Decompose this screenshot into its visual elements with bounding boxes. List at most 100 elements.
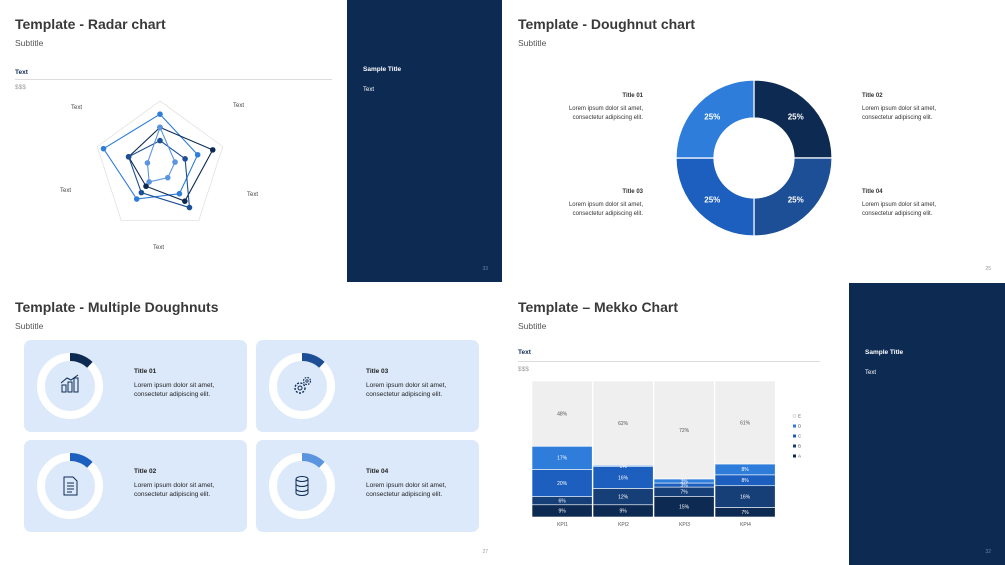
ring-center: [45, 361, 95, 411]
mekko-data-label: 9%: [619, 509, 627, 515]
doughnut-slice: [675, 79, 755, 159]
radar-point: [186, 204, 193, 211]
mini-doughnut: [269, 453, 335, 519]
radar-point: [138, 189, 145, 196]
legend-label: E: [798, 414, 801, 419]
database-icon: [295, 476, 309, 496]
chart-heading: Text: [518, 349, 531, 356]
ring-center: [277, 361, 327, 411]
doughnut-slice: [753, 79, 833, 159]
radar-point: [176, 190, 183, 197]
mekko-segment: [714, 380, 776, 465]
legend-label: B: [798, 444, 801, 449]
card-title: Title 04: [366, 468, 389, 475]
mekko-data-label: 3%: [680, 483, 688, 489]
doughnut-card: Title 02 Lorem ipsum dolor sit amet, con…: [24, 440, 247, 532]
doughnut-data-label: 25%: [788, 196, 804, 205]
ring-fill: [70, 353, 93, 368]
chart-heading: Text: [15, 69, 28, 76]
slide-subtitle: Subtitle: [518, 321, 547, 331]
mekko-data-label: 6%: [558, 498, 566, 504]
radar-point: [157, 137, 163, 144]
panel-title: Sample Title: [363, 66, 402, 73]
chart-unit: $$$: [15, 84, 26, 91]
mekko-data-label: 9%: [558, 509, 566, 515]
doughnut-data-label: 25%: [704, 112, 720, 121]
slide-subtitle: Subtitle: [518, 38, 547, 48]
panel-text: Text: [865, 370, 877, 376]
mekko-data-label: 7%: [741, 510, 749, 516]
doughnut-label-3: Title 03 Lorem ipsum dolor sit amet, con…: [568, 189, 643, 217]
slide-title: Template - Multiple Doughnuts: [15, 299, 219, 315]
doughnut-slice: [675, 157, 755, 237]
mekko-data-label: 48%: [557, 411, 568, 417]
page-number: 32: [985, 549, 991, 555]
slide-title: Template - Doughnut chart: [518, 16, 696, 32]
mekko-data-label: 17%: [557, 456, 568, 462]
mekko-segment: [531, 380, 593, 447]
card-body: Lorem ipsum dolor sit amet, consectetur …: [134, 382, 215, 399]
radar-point: [133, 196, 140, 202]
radar-point: [164, 174, 171, 181]
mekko-segment: [531, 469, 593, 497]
slide-subtitle: Subtitle: [15, 38, 44, 48]
legend-swatch: [793, 434, 796, 438]
mini-doughnut: [37, 453, 103, 519]
mekko-segment: [653, 380, 715, 480]
panel-text: Text: [363, 87, 375, 93]
doughnut-slice: [753, 157, 833, 237]
slide-title: Template – Mekko Chart: [518, 299, 679, 315]
bar-chart-icon: [60, 374, 79, 393]
page-number: 25: [985, 266, 991, 272]
radar-point: [209, 147, 216, 153]
radar-point: [172, 159, 178, 165]
doughnut-data-label: 25%: [788, 112, 804, 121]
radar-axis-label: Text: [153, 245, 164, 251]
card-title: Title 02: [134, 468, 157, 475]
doughnut-label-1: Title 01 Lorem ipsum dolor sit amet, con…: [568, 93, 643, 121]
mekko-category-label: KPI1: [557, 522, 568, 528]
radar-point: [143, 183, 149, 190]
radar-gridline: [96, 100, 224, 221]
radar-point: [157, 111, 163, 117]
doughnut-card: Title 03 Lorem ipsum dolor sit amet, con…: [256, 340, 479, 432]
mekko-segment: [592, 380, 654, 466]
radar-series-line: [127, 139, 191, 209]
sample-panel: Sample Title Text 32: [849, 283, 1005, 565]
chart-divider: [518, 361, 820, 362]
page-number: 33: [482, 266, 488, 272]
legend-swatch: [793, 454, 796, 458]
radar-point: [157, 124, 163, 131]
mekko-data-label: 72%: [679, 428, 690, 434]
mekko-category-label: KPI2: [618, 522, 629, 528]
doughnut-chart: 25% 25% 25% 25%: [675, 79, 833, 237]
card-body: Lorem ipsum dolor sit amet, consectetur …: [366, 482, 447, 499]
mekko-data-label: 12%: [618, 494, 629, 500]
mekko-data-label: 62%: [618, 421, 629, 427]
mekko-data-label: 8%: [741, 467, 749, 473]
ring-fill: [70, 453, 93, 468]
radar-point: [194, 151, 201, 158]
mekko-chart: 9%6%20%17%48%KPI19%12%16%1%62%KPI215%7%3…: [531, 380, 802, 528]
mekko-data-label: 61%: [740, 420, 751, 426]
page-number: 27: [482, 549, 488, 555]
slide-subtitle: Subtitle: [15, 321, 44, 331]
radar-point: [146, 179, 152, 185]
card-body: Lorem ipsum dolor sit amet, consectetur …: [134, 482, 215, 499]
mini-doughnut: [269, 353, 335, 419]
doughnut-card: Title 04 Lorem ipsum dolor sit amet, con…: [256, 440, 479, 532]
card-title: Title 01: [134, 368, 157, 375]
ring-fill: [302, 353, 325, 368]
card-title: Title 03: [366, 368, 389, 375]
slide-title: Template - Radar chart: [15, 16, 166, 32]
radar-chart: Text Text Text Text Text: [60, 100, 258, 251]
mekko-data-label: 1%: [619, 464, 627, 470]
legend-label: C: [798, 434, 802, 439]
chart-divider: [15, 79, 332, 80]
radar-axis-label: Text: [71, 105, 82, 111]
doughnut-slide: Template - Doughnut chart Subtitle Title…: [503, 0, 1005, 282]
radar-slide: Template - Radar chart Subtitle Text $$$…: [0, 0, 502, 282]
legend-swatch: [792, 414, 797, 418]
mekko-data-label: 16%: [740, 494, 751, 500]
doughnut-label-2: Title 02 Lorem ipsum dolor sit amet, con…: [862, 93, 937, 121]
